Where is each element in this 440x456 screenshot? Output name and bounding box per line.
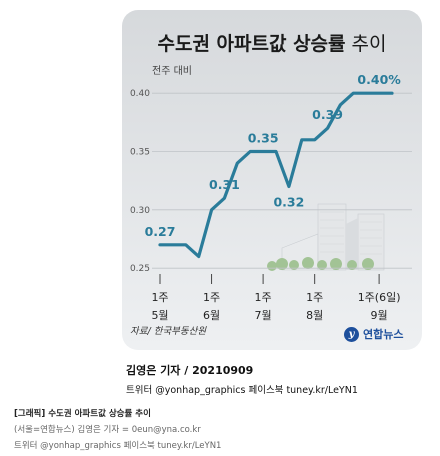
logo-icon: y: [344, 326, 359, 342]
caption-byline: (서울=연합뉴스) 김영은 기자 = 0eun@yna.co.kr: [14, 425, 201, 435]
data-label: 0.35: [248, 131, 279, 146]
apartment-illustration: [267, 203, 385, 271]
logo-text: 연합뉴스: [363, 328, 404, 341]
y-axis-ticks: 0.25 0.30 0.35 0.40: [130, 89, 150, 274]
author-credit: 김영은 기자 / 20210909: [126, 364, 254, 377]
source-label: 자료/ 한국부동산원: [130, 326, 207, 337]
caption-title: [그래픽] 수도권 아파트값 상승률 추이: [14, 409, 151, 419]
x-tick-month: 8월: [306, 309, 323, 322]
data-label: 0.40%: [357, 72, 401, 87]
y-tick-label: 0.25: [130, 264, 150, 274]
y-tick-label: 0.30: [130, 206, 150, 216]
x-tick-week: 1주: [306, 291, 323, 304]
data-label: 0.32: [273, 195, 304, 210]
x-tick-month: 6월: [203, 309, 220, 322]
data-label: 0.27: [145, 224, 176, 239]
chart-canvas: 0.25 0.30 0.35 0.40 1주 5월 1주 6월 1주 7월 1주 8월 1주(6일) 9…: [122, 10, 422, 350]
x-tick-week: 1주(6일): [358, 290, 401, 304]
chart-title-tail: 추이: [346, 33, 387, 55]
chart-panel: 0.25 0.30 0.35 0.40 1주 5월 1주 6월 1주 7월 1주 8월 1주(6일) 9…: [122, 10, 422, 350]
chart-title: 수도권 아파트값 상승률 추이: [157, 33, 386, 55]
y-tick-label: 0.35: [130, 148, 150, 158]
logo: y 연합뉴스: [344, 326, 403, 342]
x-tick-month: 9월: [371, 309, 388, 322]
data-label: 0.31: [209, 177, 240, 192]
y-tick-label: 0.40: [130, 89, 150, 99]
unit-label: 전주 대비: [152, 65, 192, 77]
caption-social: 트위터 @yonhap_graphics 페이스북 tuney.kr/LeYN1: [14, 441, 222, 451]
x-tick-month: 5월: [151, 309, 168, 322]
chart-title-main: 수도권 아파트값 상승률: [157, 33, 345, 55]
x-axis-markers: 1주 5월 1주 6월 1주 7월 1주 8월 1주(6일) 9월: [151, 274, 401, 322]
gridlines: [152, 92, 412, 269]
x-tick-week: 1주: [203, 291, 220, 304]
x-tick-week: 1주: [151, 291, 168, 304]
social-credit: 트위터 @yonhap_graphics 페이스북 tuney.kr/LeYN1: [126, 385, 358, 396]
series-line: [158, 91, 394, 259]
data-labels: 0.27 0.31 0.35 0.32 0.39 0.40%: [145, 72, 402, 239]
data-label: 0.39: [312, 107, 343, 122]
x-tick-month: 7월: [255, 309, 272, 322]
x-tick-week: 1주: [255, 291, 272, 304]
